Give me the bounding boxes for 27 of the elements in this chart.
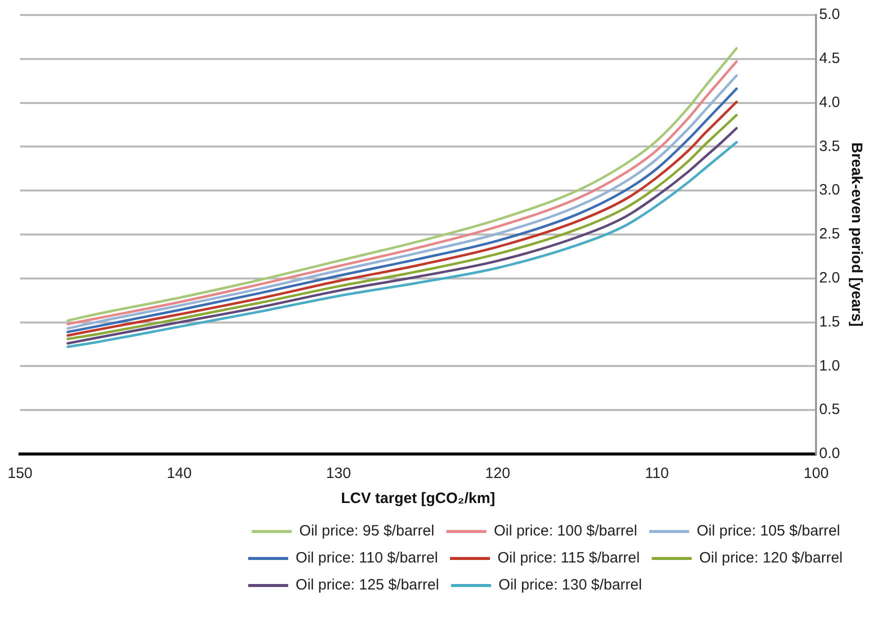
x-tick-label: 140 <box>166 465 192 482</box>
legend-label: Oil price: 105 $/barrel <box>696 522 840 540</box>
y-tick-label: 4.0 <box>819 94 840 111</box>
legend-label: Oil price: 100 $/barrel <box>494 522 638 540</box>
x-tick-label: 110 <box>644 465 669 482</box>
x-tick-label: 120 <box>485 465 510 482</box>
legend-label: Oil price: 125 $/barrel <box>296 576 440 594</box>
y-tick-label: 2.0 <box>819 270 840 287</box>
x-tick-label: 100 <box>804 465 829 482</box>
y-tick-label: 0.0 <box>819 445 840 462</box>
legend-label: Oil price: 130 $/barrel <box>498 576 642 594</box>
x-axis-title: LCV target [gCO₂/km] <box>340 490 496 508</box>
x-tick-label: 130 <box>326 465 351 482</box>
legend-label: Oil price: 95 $/barrel <box>299 522 434 540</box>
y-tick-label: 3.0 <box>819 182 840 199</box>
y-tick-label: 3.5 <box>819 138 840 155</box>
x-tick-label: 150 <box>7 465 33 482</box>
y-tick-label: 1.0 <box>819 357 840 374</box>
legend-label: Oil price: 120 $/barrel <box>699 550 843 567</box>
y-axis-title: Break-even period [years] <box>848 142 865 327</box>
y-tick-label: 2.5 <box>819 226 840 243</box>
y-tick-label: 5.0 <box>819 6 840 24</box>
y-tick-label: 4.5 <box>819 50 840 68</box>
y-tick-label: 1.5 <box>819 313 840 330</box>
legend-label: Oil price: 115 $/barrel <box>497 550 640 567</box>
legend-label: Oil price: 110 $/barrel <box>296 550 438 567</box>
y-tick-label: 0.5 <box>819 401 840 418</box>
